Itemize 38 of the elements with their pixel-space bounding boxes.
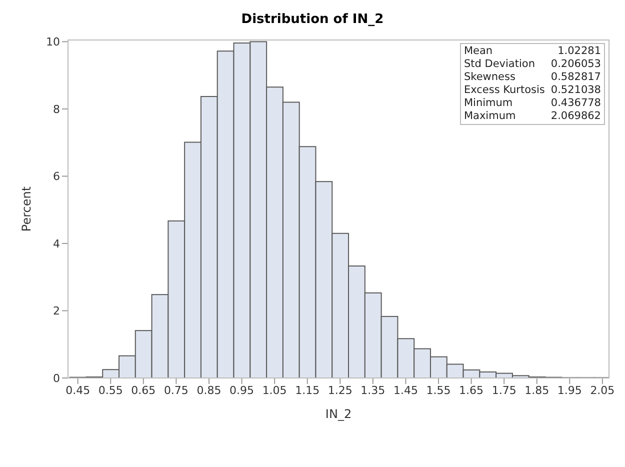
x-tick-label: 1.75 [492, 384, 516, 397]
annotation: Mean [464, 45, 494, 58]
x-tick-label: 1.85 [524, 384, 550, 397]
annotation: 0.521038 [550, 84, 601, 97]
x-tick-label: 1.25 [328, 384, 352, 397]
x-tick-label: 0.95 [230, 384, 254, 397]
x-axis-title: IN_2 [325, 407, 352, 421]
y-tick-label: 6 [53, 170, 60, 184]
annotation: 0.582817 [550, 71, 601, 84]
y-axis-title: Percent [19, 186, 34, 232]
annotation: 0.436778 [550, 97, 601, 110]
x-tick-label: 1.45 [393, 384, 418, 397]
x-tick-label: 0.55 [98, 384, 123, 397]
annotation: 0.206053 [550, 58, 601, 71]
y-tick-label: 8 [53, 102, 60, 116]
x-tick-label: 0.45 [66, 384, 90, 397]
annotation: Minimum [464, 97, 514, 110]
x-tick-label: 1.95 [557, 384, 582, 397]
y-tick-label: 4 [53, 237, 60, 250]
x-tick-label: 1.35 [360, 384, 386, 397]
annotation: Maximum [464, 110, 517, 123]
x-tick-label: 2.05 [590, 384, 615, 397]
x-tick-label: 1.55 [426, 384, 451, 397]
chart-title: Distribution of IN_2 [240, 12, 385, 27]
annotation: 2.069862 [550, 110, 601, 123]
x-tick-label: 1.15 [295, 384, 320, 397]
annotation: Skewness [464, 71, 516, 84]
y-tick-label: 0 [53, 372, 60, 385]
x-tick-label: 0.85 [196, 384, 222, 397]
y-tick-label: 2 [53, 304, 60, 318]
y-tick-label: 10 [46, 36, 60, 49]
annotation: Std Deviation [464, 58, 536, 71]
annotation: Excess Kurtosis [464, 84, 546, 97]
annotation: 1.02281 [556, 45, 601, 58]
x-tick-label: 1.65 [459, 384, 484, 397]
x-tick-label: 1.05 [262, 384, 287, 397]
x-tick-label: 0.75 [164, 384, 188, 397]
x-tick-label: 0.65 [131, 384, 156, 397]
